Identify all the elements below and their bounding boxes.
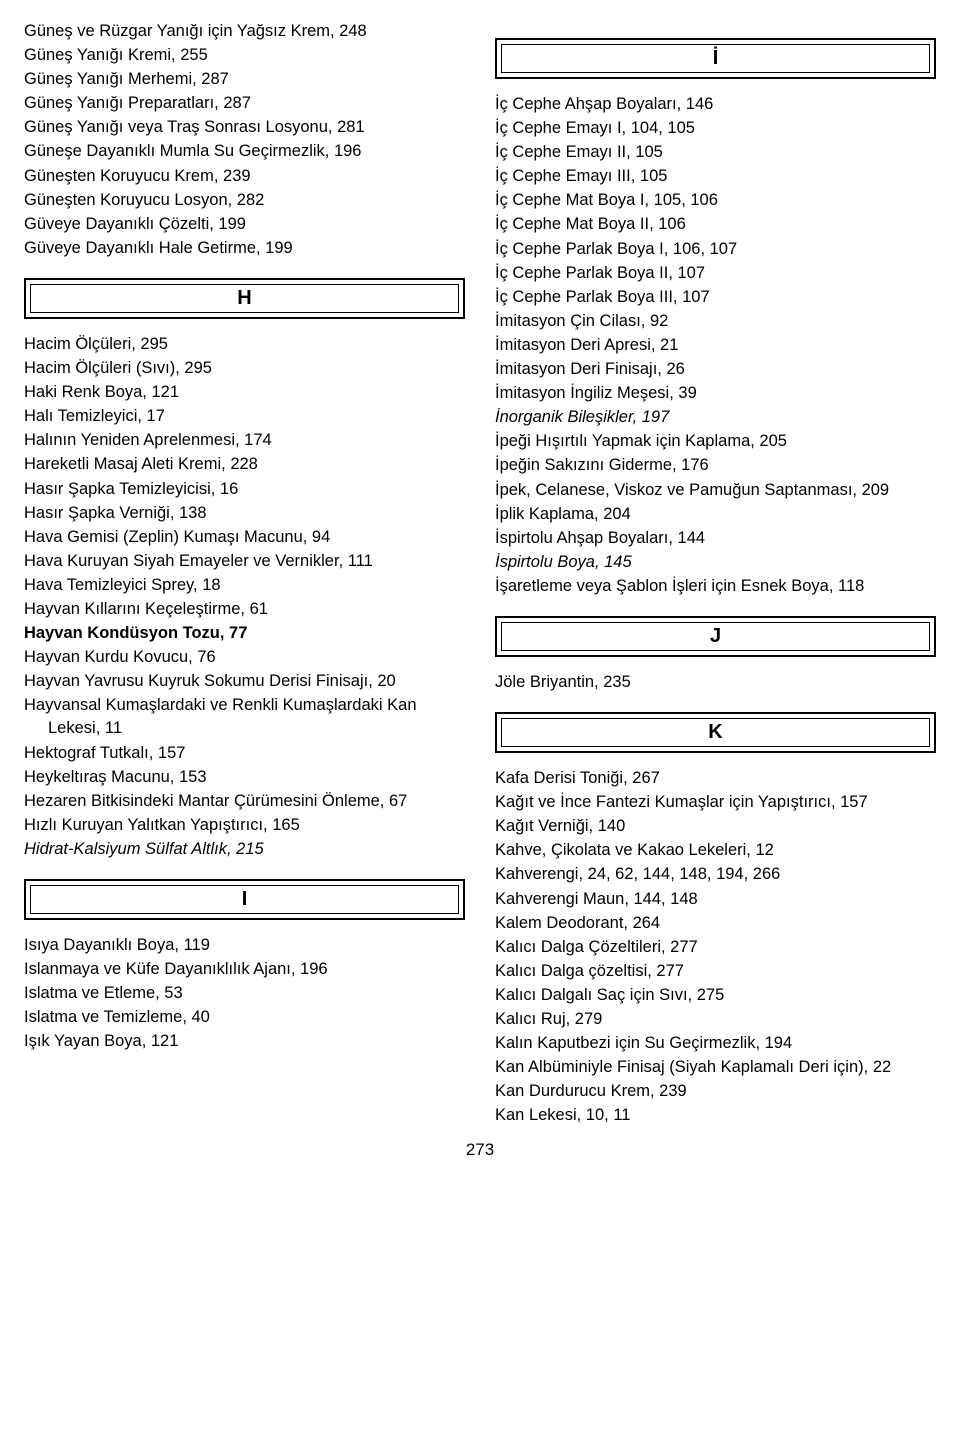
index-entry: Güveye Dayanıklı Hale Getirme, 199 xyxy=(24,237,465,260)
index-entry: Hava Gemisi (Zeplin) Kumaşı Macunu, 94 xyxy=(24,526,465,549)
letter-heading-H: H xyxy=(24,278,465,319)
index-entry: İpek, Celanese, Viskoz ve Pamuğun Saptan… xyxy=(495,479,936,502)
index-entry: Heykeltıraş Macunu, 153 xyxy=(24,766,465,789)
index-entry: Islanmaya ve Küfe Dayanıklılık Ajanı, 19… xyxy=(24,958,465,981)
index-entry: Halı Temizleyici, 17 xyxy=(24,405,465,428)
index-entry: Halının Yeniden Aprelenmesi, 174 xyxy=(24,429,465,452)
index-entry: İç Cephe Mat Boya I, 105, 106 xyxy=(495,189,936,212)
index-entry: Kafa Derisi Toniği, 267 xyxy=(495,767,936,790)
index-entry: İpeğin Sakızını Giderme, 176 xyxy=(495,454,936,477)
index-entry: İç Cephe Emayı I, 104, 105 xyxy=(495,117,936,140)
letter-heading-label: J xyxy=(501,622,930,651)
index-entry: Kalın Kaputbezi için Su Geçirmezlik, 194 xyxy=(495,1032,936,1055)
index-entry: Hava Temizleyici Sprey, 18 xyxy=(24,574,465,597)
index-entry: Hayvan Kurdu Kovucu, 76 xyxy=(24,646,465,669)
page-number: 273 xyxy=(24,1140,936,1160)
letter-heading-label: I xyxy=(30,885,459,914)
index-entry: İpeği Hışırtılı Yapmak için Kaplama, 205 xyxy=(495,430,936,453)
index-entry: İmitasyon İngiliz Meşesi, 39 xyxy=(495,382,936,405)
index-entry: Hayvansal Kumaşlardaki ve Renkli Kumaşla… xyxy=(24,694,465,740)
index-entry: Hayvan Kıllarını Keçeleştirme, 61 xyxy=(24,598,465,621)
right-column: İİç Cephe Ahşap Boyaları, 146İç Cephe Em… xyxy=(495,20,936,1128)
index-entry: Hızlı Kuruyan Yalıtkan Yapıştırıcı, 165 xyxy=(24,814,465,837)
index-entry: İşaretleme veya Şablon İşleri için Esnek… xyxy=(495,575,936,598)
index-entry: İç Cephe Ahşap Boyaları, 146 xyxy=(495,93,936,116)
index-entry: Isıya Dayanıklı Boya, 119 xyxy=(24,934,465,957)
index-entry: Hacim Ölçüleri, 295 xyxy=(24,333,465,356)
index-entry: Kalem Deodorant, 264 xyxy=(495,912,936,935)
index-entry: Hasır Şapka Temizleyicisi, 16 xyxy=(24,478,465,501)
index-entry: Kalıcı Dalga Çözeltileri, 277 xyxy=(495,936,936,959)
index-entry: Hayvan Kondüsyon Tozu, 77 xyxy=(24,622,465,645)
index-entry: Kahve, Çikolata ve Kakao Lekeleri, 12 xyxy=(495,839,936,862)
index-entry: Güneş Yanığı Kremi, 255 xyxy=(24,44,465,67)
index-entry: İç Cephe Parlak Boya III, 107 xyxy=(495,286,936,309)
index-entry: İç Cephe Mat Boya II, 106 xyxy=(495,213,936,236)
index-entry: Hava Kuruyan Siyah Emayeler ve Vernikler… xyxy=(24,550,465,573)
index-entry: Hektograf Tutkalı, 157 xyxy=(24,742,465,765)
letter-heading-label: H xyxy=(30,284,459,313)
index-entry: İmitasyon Deri Apresi, 21 xyxy=(495,334,936,357)
index-entry: İmitasyon Deri Finisajı, 26 xyxy=(495,358,936,381)
index-entry: Güneş ve Rüzgar Yanığı için Yağsız Krem,… xyxy=(24,20,465,43)
left-column: Güneş ve Rüzgar Yanığı için Yağsız Krem,… xyxy=(24,20,465,1128)
index-entry: Hidrat-Kalsiyum Sülfat Altlık, 215 xyxy=(24,838,465,861)
index-entry: İplik Kaplama, 204 xyxy=(495,503,936,526)
index-entry: Hareketli Masaj Aleti Kremi, 228 xyxy=(24,453,465,476)
index-columns: Güneş ve Rüzgar Yanığı için Yağsız Krem,… xyxy=(24,20,936,1128)
index-entry: Güneş Yanığı veya Traş Sonrası Losyonu, … xyxy=(24,116,465,139)
letter-heading-K: K xyxy=(495,712,936,753)
index-entry: Kağıt ve İnce Fantezi Kumaşlar için Yapı… xyxy=(495,791,936,814)
index-entry: Jöle Briyantin, 235 xyxy=(495,671,936,694)
index-entry: Güneşe Dayanıklı Mumla Su Geçirmezlik, 1… xyxy=(24,140,465,163)
index-entry: Kan Durdurucu Krem, 239 xyxy=(495,1080,936,1103)
index-entry: İmitasyon Çin Cilası, 92 xyxy=(495,310,936,333)
index-entry: İspirtolu Boya, 145 xyxy=(495,551,936,574)
letter-heading-label: İ xyxy=(501,44,930,73)
index-entry: İç Cephe Emayı III, 105 xyxy=(495,165,936,188)
index-entry: Hayvan Yavrusu Kuyruk Sokumu Derisi Fini… xyxy=(24,670,465,693)
index-entry: Kalıcı Ruj, 279 xyxy=(495,1008,936,1031)
index-entry: Güneş Yanığı Merhemi, 287 xyxy=(24,68,465,91)
index-entry: Hasır Şapka Verniği, 138 xyxy=(24,502,465,525)
index-entry: İç Cephe Parlak Boya I, 106, 107 xyxy=(495,238,936,261)
letter-heading-İ: İ xyxy=(495,38,936,79)
index-entry: İspirtolu Ahşap Boyaları, 144 xyxy=(495,527,936,550)
index-entry: Güveye Dayanıklı Çözelti, 199 xyxy=(24,213,465,236)
index-entry: İnorganik Bileşikler, 197 xyxy=(495,406,936,429)
index-entry: Kan Lekesi, 10, 11 xyxy=(495,1104,936,1127)
index-entry: Haki Renk Boya, 121 xyxy=(24,381,465,404)
index-entry: Güneşten Koruyucu Krem, 239 xyxy=(24,165,465,188)
index-entry: Hezaren Bitkisindeki Mantar Çürümesini Ö… xyxy=(24,790,465,813)
index-entry: Kağıt Verniği, 140 xyxy=(495,815,936,838)
index-entry: Islatma ve Etleme, 53 xyxy=(24,982,465,1005)
index-entry: Kahverengi Maun, 144, 148 xyxy=(495,888,936,911)
index-entry: Güneş Yanığı Preparatları, 287 xyxy=(24,92,465,115)
letter-heading-J: J xyxy=(495,616,936,657)
index-entry: İç Cephe Emayı II, 105 xyxy=(495,141,936,164)
index-entry: Işık Yayan Boya, 121 xyxy=(24,1030,465,1053)
index-entry: Islatma ve Temizleme, 40 xyxy=(24,1006,465,1029)
index-entry: Güneşten Koruyucu Losyon, 282 xyxy=(24,189,465,212)
index-entry: Kalıcı Dalgalı Saç için Sıvı, 275 xyxy=(495,984,936,1007)
index-entry: Kalıcı Dalga çözeltisi, 277 xyxy=(495,960,936,983)
index-entry: Kan Albüminiyle Finisaj (Siyah Kaplamalı… xyxy=(495,1056,936,1079)
letter-heading-label: K xyxy=(501,718,930,747)
index-entry: Hacim Ölçüleri (Sıvı), 295 xyxy=(24,357,465,380)
index-entry: İç Cephe Parlak Boya II, 107 xyxy=(495,262,936,285)
letter-heading-I: I xyxy=(24,879,465,920)
index-entry: Kahverengi, 24, 62, 144, 148, 194, 266 xyxy=(495,863,936,886)
